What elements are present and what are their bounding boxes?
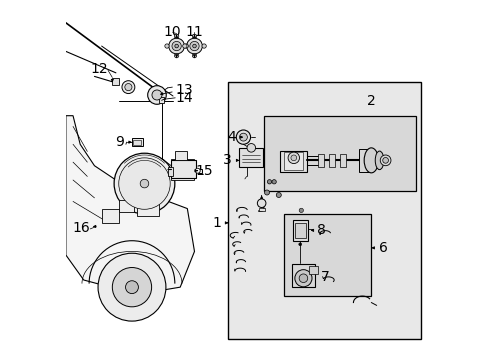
Bar <box>292 220 307 241</box>
Circle shape <box>267 180 271 184</box>
Bar <box>294 223 305 238</box>
Circle shape <box>125 281 138 294</box>
Circle shape <box>264 190 269 195</box>
Circle shape <box>174 54 179 58</box>
Circle shape <box>168 38 184 54</box>
Circle shape <box>299 274 307 283</box>
Bar <box>291 264 314 287</box>
Text: 10: 10 <box>163 25 181 39</box>
Circle shape <box>236 130 250 144</box>
Circle shape <box>119 158 170 209</box>
Text: 1: 1 <box>212 216 221 230</box>
Bar <box>228 82 420 339</box>
Bar <box>283 153 303 170</box>
Text: 9: 9 <box>115 135 124 149</box>
Text: 6: 6 <box>378 241 387 255</box>
Bar <box>283 214 370 296</box>
Bar <box>167 167 173 176</box>
Text: 3: 3 <box>223 153 231 167</box>
Text: 5: 5 <box>257 201 265 215</box>
Circle shape <box>184 44 188 48</box>
Bar <box>258 207 264 211</box>
Bar <box>102 208 119 223</box>
Bar <box>339 154 345 167</box>
Bar <box>112 78 119 85</box>
Text: 13: 13 <box>176 83 193 97</box>
Circle shape <box>195 168 200 173</box>
Circle shape <box>382 157 387 163</box>
Circle shape <box>257 199 265 207</box>
Polygon shape <box>66 116 194 294</box>
Circle shape <box>189 41 199 51</box>
Bar <box>198 168 202 173</box>
Circle shape <box>299 208 303 212</box>
Bar <box>239 148 262 167</box>
Circle shape <box>380 155 390 166</box>
Text: 7: 7 <box>321 270 329 284</box>
Circle shape <box>239 133 247 141</box>
Ellipse shape <box>374 151 383 170</box>
Circle shape <box>271 180 276 184</box>
Circle shape <box>186 38 202 54</box>
Bar <box>171 160 196 178</box>
Bar <box>280 151 306 172</box>
Circle shape <box>202 44 206 48</box>
Bar <box>264 116 415 191</box>
Circle shape <box>175 44 178 48</box>
Bar <box>133 140 141 145</box>
Bar <box>358 149 369 172</box>
Circle shape <box>140 179 148 188</box>
Circle shape <box>287 152 299 163</box>
Bar <box>308 266 317 274</box>
Bar <box>132 138 142 146</box>
Bar <box>171 158 194 180</box>
Text: 14: 14 <box>176 91 193 105</box>
Text: 2: 2 <box>366 94 375 108</box>
Bar <box>318 154 324 167</box>
Circle shape <box>112 267 151 307</box>
Text: 15: 15 <box>195 164 212 178</box>
Circle shape <box>276 193 281 198</box>
Circle shape <box>164 44 169 48</box>
Circle shape <box>152 90 162 100</box>
Circle shape <box>174 34 179 39</box>
Circle shape <box>122 81 135 94</box>
Text: 11: 11 <box>185 25 203 39</box>
Circle shape <box>294 270 311 287</box>
Text: 16: 16 <box>72 221 90 235</box>
Circle shape <box>124 84 132 91</box>
Bar <box>159 98 163 103</box>
Circle shape <box>147 86 166 104</box>
Bar <box>119 200 134 212</box>
Text: 12: 12 <box>90 62 108 76</box>
Circle shape <box>114 153 175 214</box>
Circle shape <box>183 44 186 48</box>
Circle shape <box>192 44 196 48</box>
Circle shape <box>192 54 196 58</box>
Circle shape <box>192 34 196 39</box>
Circle shape <box>290 155 296 161</box>
Ellipse shape <box>364 148 378 173</box>
Circle shape <box>298 243 301 246</box>
Circle shape <box>246 144 255 152</box>
Text: 8: 8 <box>317 223 325 237</box>
Circle shape <box>98 253 165 321</box>
Bar <box>328 154 334 167</box>
Bar <box>175 152 187 160</box>
Circle shape <box>172 41 181 51</box>
Text: 4: 4 <box>227 130 235 144</box>
Bar <box>137 202 159 216</box>
